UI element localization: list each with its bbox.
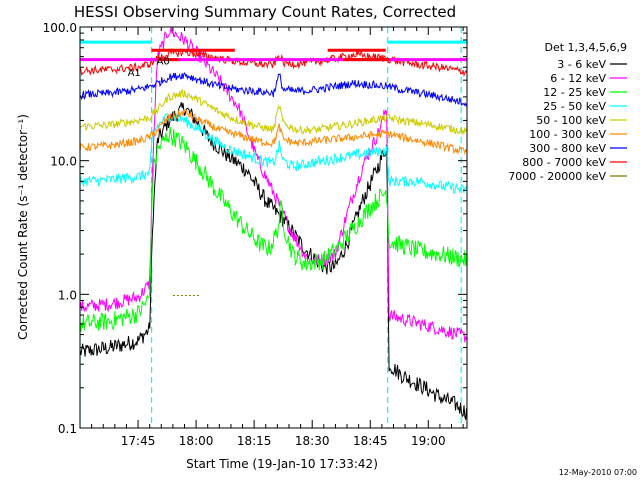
- plot-frame: [79, 26, 468, 429]
- legend-label-7: 800 - 7000 keV: [522, 156, 606, 169]
- x-tick-label-4: 18:45: [353, 434, 388, 448]
- legend-label-5: 100 - 300 keV: [529, 128, 606, 141]
- legend-label-0: 3 - 6 keV: [557, 58, 606, 71]
- legend-title: Det 1,3,4,5,6,9: [544, 41, 627, 54]
- series-line-2: [80, 126, 467, 332]
- legend-label-8: 7000 - 20000 keV: [508, 170, 606, 183]
- series-line-5: [80, 108, 467, 156]
- series-line-1: [80, 27, 467, 343]
- attenuator-markers: [80, 27, 462, 428]
- y-tick-label-2: 10.0: [50, 155, 77, 169]
- series-line-0: [80, 102, 467, 420]
- x-tick-label-1: 18:00: [179, 434, 214, 448]
- x-tick-label-5: 19:00: [411, 434, 446, 448]
- legend-label-3: 25 - 50 keV: [543, 100, 606, 113]
- legend-label-1: 6 - 12 keV: [550, 72, 606, 85]
- y-axis-title: Corrected Count Rate (s⁻¹ detector⁻¹): [16, 114, 30, 340]
- chart-title: HESSI Observing Summary Count Rates, Cor…: [74, 3, 456, 21]
- y-tick-label-0: 0.1: [58, 422, 77, 436]
- flag-label-1: A0: [157, 57, 170, 68]
- legend-label-6: 300 - 800 keV: [529, 142, 606, 155]
- flag-label-0: A1: [128, 68, 141, 79]
- series-line-3: [80, 113, 467, 195]
- series-line-6: [80, 72, 467, 107]
- legend-label-2: 12 - 25 keV: [543, 86, 606, 99]
- y-axis: 0.1 1.0 10.0 100.0: [43, 21, 467, 436]
- legend-label-4: 50 - 100 keV: [536, 114, 606, 127]
- x-axis: 17:45 18:00 18:15 18:30 18:45 19:00: [91, 27, 464, 448]
- y-tick-label-1: 1.0: [58, 288, 77, 302]
- x-tick-label-0: 17:45: [121, 434, 156, 448]
- timestamp: 12-May-2010 07:00: [559, 468, 637, 477]
- series-layer: [80, 27, 467, 420]
- flag-bars: A1 A0: [80, 40, 467, 79]
- series-line-4: [80, 88, 467, 135]
- x-axis-title: Start Time (19-Jan-10 17:33:42): [186, 457, 378, 471]
- x-tick-label-2: 18:15: [237, 434, 272, 448]
- x-tick-label-3: 18:30: [295, 434, 330, 448]
- y-tick-label-3: 100.0: [43, 21, 77, 35]
